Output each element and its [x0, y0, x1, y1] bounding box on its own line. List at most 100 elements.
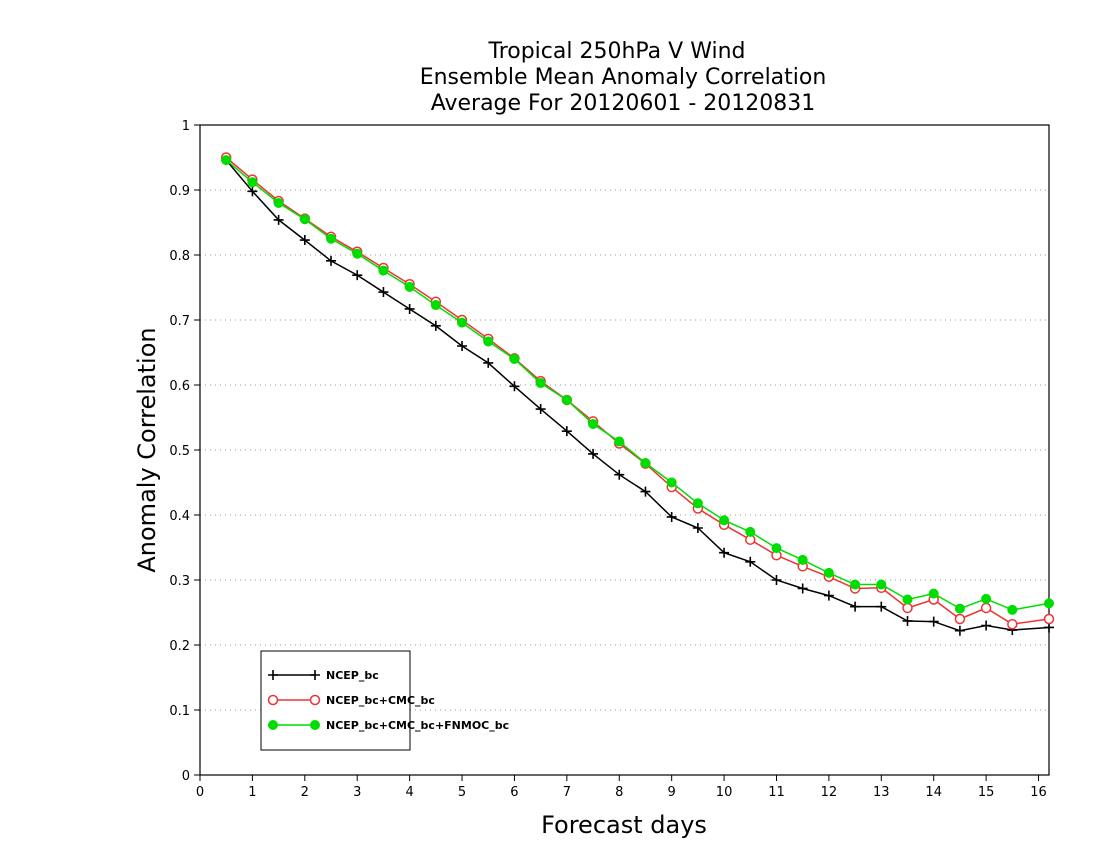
- series-1-point: [928, 616, 939, 627]
- series-3-point: [954, 603, 965, 614]
- series-1-point: [823, 590, 834, 601]
- series-3-point: [299, 214, 310, 225]
- chart-title-line-2: Ensemble Mean Anomaly Correlation: [420, 65, 827, 90]
- x-tick-label: 5: [458, 785, 466, 800]
- series-1-point: [535, 404, 546, 415]
- gridlines: [200, 189, 1049, 711]
- series-3-point: [797, 554, 808, 565]
- y-tick-label: 0.4: [169, 509, 190, 524]
- y-axis-label: Anomaly Correlation: [133, 327, 161, 572]
- x-tick-label: 12: [821, 785, 838, 800]
- x-tick-label: 16: [1030, 785, 1047, 800]
- y-tick-label: 0.6: [169, 379, 190, 394]
- x-tick-label: 14: [925, 785, 942, 800]
- y-tick-label: 0.8: [169, 249, 190, 264]
- legend-item-2: NCEP_bc+CMC_bc: [267, 694, 435, 707]
- legend-swatch-marker: [309, 694, 321, 706]
- series-1-point: [299, 235, 310, 246]
- series-3-point: [483, 336, 494, 347]
- series-1-point: [326, 255, 337, 266]
- series-3: [221, 155, 1054, 615]
- legend-swatch-marker: [310, 670, 320, 680]
- series-3-point: [692, 498, 703, 509]
- y-tick-label: 0.1: [169, 704, 190, 719]
- legend-label: NCEP_bc+CMC_bc+FNMOC_bc: [326, 719, 509, 732]
- legend-swatch-marker: [268, 720, 278, 730]
- x-tick-label: 13: [873, 785, 890, 800]
- series-1-point: [954, 625, 965, 636]
- series-3-point: [561, 394, 572, 405]
- series-1-point: [483, 357, 494, 368]
- x-tick-label: 8: [615, 785, 623, 800]
- series-3-point: [902, 594, 913, 605]
- series-2-point: [1043, 613, 1055, 625]
- series-3-point: [247, 177, 258, 188]
- legend-item-1: NCEP_bc: [268, 669, 379, 682]
- series-1-point: [850, 601, 861, 612]
- x-tick-label: 15: [978, 785, 995, 800]
- x-tick-label: 10: [716, 785, 733, 800]
- series-3-point: [457, 317, 468, 328]
- series-3-point: [928, 588, 939, 599]
- series-1-point: [352, 270, 363, 281]
- series-1-point: [430, 320, 441, 331]
- series-2-point: [902, 602, 913, 614]
- chart-title-line-1: Tropical 250hPa V Wind: [487, 39, 745, 64]
- series-3-point: [614, 436, 625, 447]
- series-3-point: [850, 579, 861, 590]
- series-3-point: [876, 579, 887, 590]
- series-3-point: [378, 265, 389, 276]
- series-1-point: [745, 556, 756, 567]
- legend-swatch-marker: [268, 670, 278, 680]
- series-3-point: [430, 300, 441, 311]
- series-2: [220, 152, 1055, 630]
- y-tick-label: 0.7: [169, 314, 190, 329]
- series-2-point: [1007, 618, 1018, 630]
- series-3-point: [1044, 598, 1054, 609]
- y-tick-label: 0: [182, 769, 190, 784]
- x-tick-label: 3: [353, 785, 361, 800]
- series-3-point: [326, 233, 337, 244]
- series-1-point: [981, 620, 992, 631]
- y-tick-label: 1: [182, 119, 190, 134]
- series-3-point: [719, 515, 730, 526]
- series-1-point: [771, 575, 782, 585]
- series-3-point: [981, 593, 992, 604]
- series-2-point: [954, 613, 966, 625]
- series-1-point: [902, 615, 913, 626]
- x-tick-label: 2: [301, 785, 309, 800]
- series-2-line: [225, 156, 1050, 625]
- x-axis-label: Forecast days: [541, 811, 707, 839]
- legend: NCEP_bc NCEP_bc+CMC_bc NCEP_bc+CMC_bc+FNMO…: [260, 650, 509, 751]
- series-1-point: [509, 381, 520, 392]
- y-tick-label: 0.2: [169, 639, 190, 654]
- series-3-point: [404, 281, 415, 292]
- series-3-point: [745, 526, 756, 537]
- series-3-point: [509, 354, 520, 364]
- series-1-point: [457, 341, 468, 351]
- legend-item-3: NCEP_bc+CMC_bc+FNMOC_bc: [268, 719, 509, 732]
- x-tick-label: 11: [768, 785, 785, 800]
- series-1-point: [588, 448, 599, 459]
- x-axis: 0 1 2 3 4 5 6 7 8 9 10 11 12 13 14 15 16: [196, 775, 1047, 800]
- x-tick-label: 0: [196, 785, 204, 800]
- chart-title: Tropical 250hPa V Wind Ensemble Mean Ano…: [420, 39, 827, 116]
- x-tick-label: 7: [563, 785, 571, 800]
- x-tick-label: 9: [668, 785, 676, 800]
- series-1-point: [719, 547, 730, 558]
- series-3-point: [666, 477, 677, 488]
- x-tick-label: 6: [510, 785, 518, 800]
- series-1-point: [404, 303, 415, 314]
- series-1-line: [225, 159, 1050, 632]
- legend-swatch-marker: [267, 694, 279, 706]
- y-axis: 0 0.1 0.2 0.3 0.4 0.5 0.6 0.7 0.8 0.9 1: [169, 119, 200, 784]
- series-1-point: [561, 426, 572, 437]
- x-tick-label: 4: [405, 785, 413, 800]
- x-tick-label: 1: [248, 785, 256, 800]
- series-2-point: [980, 602, 992, 614]
- series-1-point: [640, 486, 651, 497]
- chart-title-line-3: Average For 20120601 - 20120831: [431, 91, 816, 116]
- series-1-point: [273, 214, 284, 225]
- series-3-point: [640, 458, 651, 468]
